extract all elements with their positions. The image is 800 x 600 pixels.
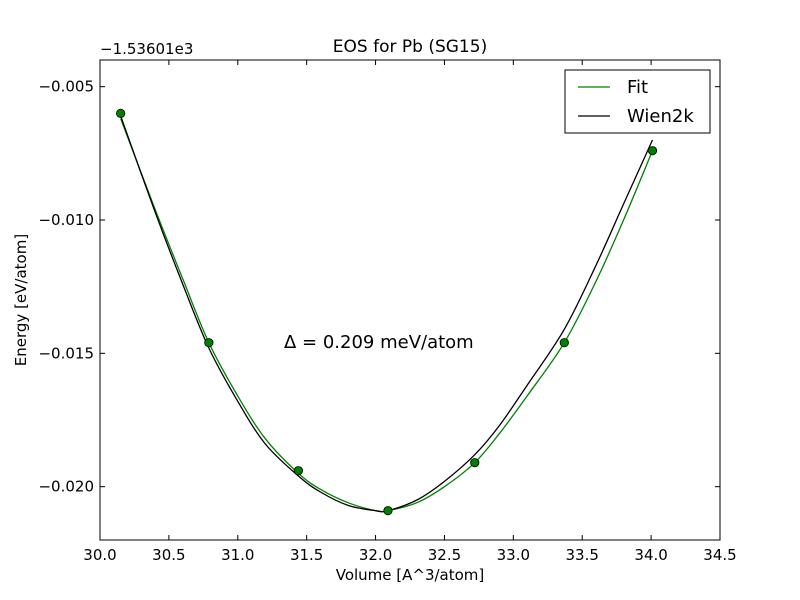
x-tick-label: 34.0 — [634, 546, 667, 564]
data-point — [559, 338, 569, 348]
y-axis-label: Energy [eV/atom] — [12, 234, 30, 366]
delta-annotation: Δ = 0.209 meV/atom — [284, 332, 474, 353]
x-tick-label: 33.0 — [497, 546, 530, 564]
data-point — [470, 458, 480, 468]
legend-box — [564, 69, 711, 134]
x-tick-label: 31.5 — [290, 546, 323, 564]
y-axis-ticks: −0.005 −0.010 −0.015 −0.020 — [38, 78, 720, 496]
x-axis-ticks: 30.0 30.5 31.0 31.5 32.0 32.5 33.0 33.5 34.0 34.5 — [83, 60, 737, 564]
x-axis-label: Volume [A^3/atom] — [336, 566, 485, 584]
legend-fit-label: Fit — [627, 77, 648, 98]
plot-area-frame — [99, 59, 721, 541]
data-point — [204, 338, 214, 348]
x-tick-label: 32.5 — [428, 546, 461, 564]
y-tick-label: −0.005 — [38, 78, 94, 96]
chart-title: EOS for Pb (SG15) — [333, 37, 487, 57]
markers-layer — [116, 108, 658, 516]
x-tick-label: 30.5 — [152, 546, 185, 564]
series-line-fit — [120, 118, 654, 513]
series-line-wien2k — [120, 115, 654, 513]
data-point — [647, 146, 658, 156]
legend-wien2k-label: Wien2k — [627, 106, 694, 127]
x-tick-label: 32.0 — [359, 546, 392, 564]
x-tick-label: 34.5 — [703, 546, 736, 564]
curves-layer — [120, 115, 654, 513]
y-offset-label: −1.53601e3 — [100, 40, 193, 58]
y-tick-label: −0.010 — [38, 211, 94, 229]
x-tick-label: 31.0 — [221, 546, 254, 564]
y-tick-label: −0.015 — [38, 344, 94, 362]
data-point — [383, 506, 393, 516]
y-tick-label: −0.020 — [38, 478, 94, 496]
data-point — [293, 466, 303, 476]
x-tick-label: 33.5 — [566, 546, 599, 564]
x-tick-label: 30.0 — [83, 546, 116, 564]
legend: Fit Wien2k — [564, 69, 711, 134]
data-point — [116, 108, 126, 118]
